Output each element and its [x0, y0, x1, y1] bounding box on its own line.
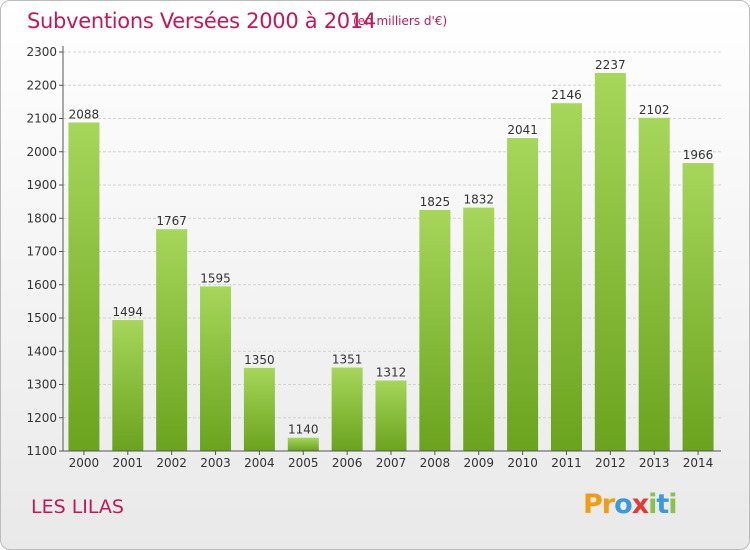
data-label: 1825 [420, 195, 451, 209]
data-label: 1832 [463, 193, 494, 207]
chart-title: Subventions Versées 2000 à 2014 [27, 9, 376, 33]
logo-letter: i [668, 489, 677, 520]
y-tick-label: 1500 [26, 311, 57, 325]
x-tick-label: 2002 [156, 456, 187, 470]
bar [507, 138, 539, 451]
x-tick-label: 2014 [683, 456, 714, 470]
labels: 1100 1200 1300 1400 1500 1600 1700 1800 1900 2000… [26, 45, 713, 470]
y-tick-label: 1100 [26, 444, 57, 458]
x-tick-label: 2010 [507, 456, 538, 470]
data-label: 2102 [639, 103, 670, 117]
bars [68, 72, 714, 452]
x-tick-label: 2009 [463, 456, 494, 470]
x-tick-label: 2007 [376, 456, 407, 470]
x-tick-label: 2004 [244, 456, 275, 470]
logo-letter: P [583, 489, 603, 520]
x-tick-label: 2000 [69, 456, 100, 470]
data-label: 2088 [69, 107, 100, 121]
data-label: 1966 [683, 148, 714, 162]
logo-letter: o [614, 489, 633, 520]
bar [638, 117, 670, 452]
bar [68, 122, 100, 452]
bar [156, 229, 188, 451]
x-tick-label: 2001 [113, 456, 144, 470]
x-tick-label: 2012 [595, 456, 626, 470]
data-label: 1351 [332, 353, 363, 367]
data-label: 2041 [507, 123, 538, 137]
data-label: 1140 [288, 423, 319, 437]
x-tick-label: 2006 [332, 456, 363, 470]
x-tick-label: 2011 [551, 456, 582, 470]
y-tick-label: 1900 [26, 178, 57, 192]
data-label: 1494 [113, 305, 144, 319]
commune-name: LES LILAS [31, 496, 124, 518]
bar [287, 437, 319, 451]
x-tick-label: 2003 [200, 456, 231, 470]
y-tick-label: 1400 [26, 344, 57, 358]
y-tick-label: 1700 [26, 245, 57, 259]
y-tick-label: 1600 [26, 278, 57, 292]
bar [419, 209, 451, 451]
data-label: 1312 [376, 366, 407, 380]
data-label: 2237 [595, 58, 626, 72]
bar [375, 380, 407, 451]
data-label: 1595 [200, 271, 231, 285]
y-tick-label: 1800 [26, 211, 57, 225]
y-tick-label: 1300 [26, 378, 57, 392]
data-label: 1767 [156, 214, 187, 228]
bar [243, 367, 275, 451]
x-tick-label: 2005 [288, 456, 319, 470]
y-tick-label: 2000 [26, 145, 57, 159]
bar [594, 72, 626, 451]
y-tick-label: 2100 [26, 112, 57, 126]
bar [200, 286, 232, 451]
y-tick-label: 2300 [26, 45, 57, 59]
x-tick-label: 2013 [639, 456, 670, 470]
x-tick-label: 2008 [420, 456, 451, 470]
y-tick-label: 2200 [26, 78, 57, 92]
chart-subtitle: (en milliers d'€) [353, 14, 448, 28]
logo-letter: i [648, 489, 657, 520]
proxiti-logo: Proxiti [583, 489, 678, 520]
bar [112, 319, 144, 451]
axes [59, 46, 721, 455]
data-label: 1350 [244, 353, 275, 367]
bar [550, 103, 582, 451]
bar [331, 367, 363, 451]
bar [682, 163, 714, 451]
bar [463, 207, 495, 451]
logo-letter: r [601, 489, 615, 520]
logo-letter: x [631, 489, 649, 520]
logo-letter: t [656, 489, 669, 520]
y-tick-label: 1200 [26, 411, 57, 425]
data-label: 2146 [551, 88, 582, 102]
